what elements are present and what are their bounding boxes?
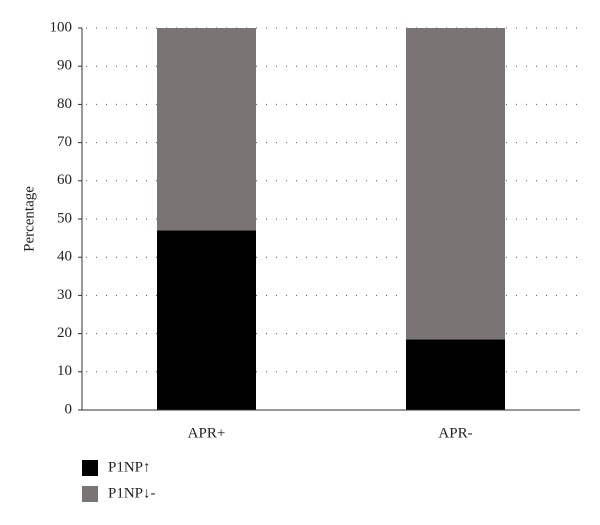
y-axis-label: Percentage — [21, 186, 37, 252]
legend-swatch — [82, 460, 98, 476]
bar — [406, 339, 505, 410]
x-tick-label: APR- — [438, 425, 472, 441]
y-tick-label: 0 — [65, 401, 73, 417]
y-tick-label: 20 — [57, 325, 72, 341]
legend-label: P1NP↑ — [108, 459, 151, 475]
bar — [157, 230, 256, 410]
x-tick-label: APR+ — [188, 425, 226, 441]
legend-label: P1NP↓- — [108, 485, 156, 501]
legend-swatch — [82, 486, 98, 502]
y-tick-label: 60 — [57, 172, 72, 188]
y-tick-label: 100 — [50, 19, 73, 35]
y-tick-label: 50 — [57, 210, 72, 226]
y-tick-label: 40 — [57, 249, 72, 265]
bar — [406, 28, 505, 340]
y-tick-label: 10 — [57, 363, 72, 379]
bar — [157, 28, 256, 231]
y-tick-label: 30 — [57, 287, 72, 303]
y-tick-label: 90 — [57, 58, 72, 74]
y-tick-label: 80 — [57, 96, 72, 112]
y-tick-label: 70 — [57, 134, 72, 150]
